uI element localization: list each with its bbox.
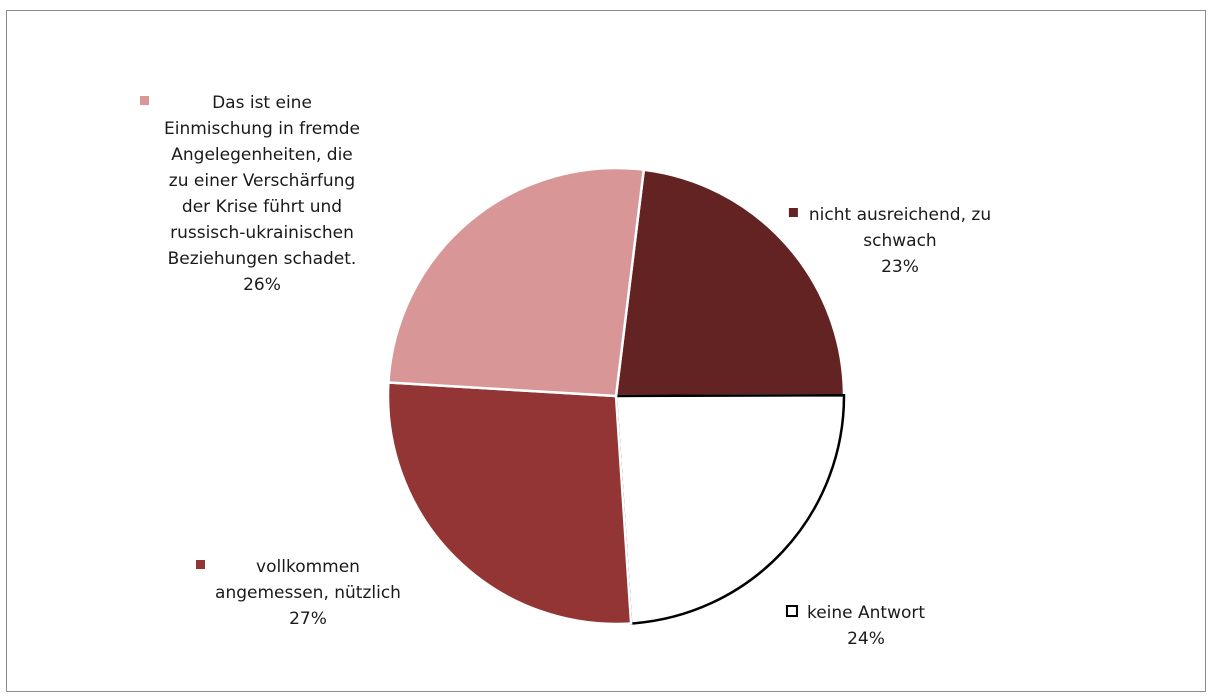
pie-slice-2 xyxy=(614,393,846,625)
label-text-line: nicht ausreichend, zu xyxy=(809,205,991,225)
label-text-line: russisch-ukrainischen xyxy=(170,223,354,243)
legend-key-4 xyxy=(140,96,149,105)
pie-slice-4 xyxy=(387,166,646,398)
pie-slice-1 xyxy=(614,168,846,398)
label-percent: 26% xyxy=(243,275,281,295)
label-text-line: Beziehungen schadet. xyxy=(168,249,357,269)
label-text-line: der Krise führt und xyxy=(182,197,342,217)
label-percent: 23% xyxy=(881,257,919,277)
data-label-3: vollkommen angemessen, nützlich 27% xyxy=(215,557,401,629)
label-text-line: schwach xyxy=(863,231,936,251)
data-label-4: Das ist eine Einmischung in fremde Angeleg… xyxy=(164,93,360,295)
label-text-line: Das ist eine xyxy=(212,93,312,113)
legend-key-1 xyxy=(788,208,798,217)
data-label-2: keine Antwort 24% xyxy=(807,603,925,649)
label-text-line: keine Antwort xyxy=(807,603,925,623)
label-percent: 27% xyxy=(289,609,327,629)
label-text-line: Angelegenheiten, die xyxy=(171,145,353,165)
label-text-line: zu einer Verschärfung xyxy=(169,171,355,191)
label-text-line: Einmischung in fremde xyxy=(164,119,360,139)
pie-slice-3 xyxy=(386,381,633,626)
label-percent: 24% xyxy=(847,629,885,649)
label-text-line: angemessen, nützlich xyxy=(215,583,401,603)
legend-key-2 xyxy=(785,605,798,617)
label-text-line: vollkommen xyxy=(256,557,360,577)
data-label-1: nicht ausreichend, zu schwach 23% xyxy=(809,205,991,277)
legend-key-3 xyxy=(196,560,205,569)
